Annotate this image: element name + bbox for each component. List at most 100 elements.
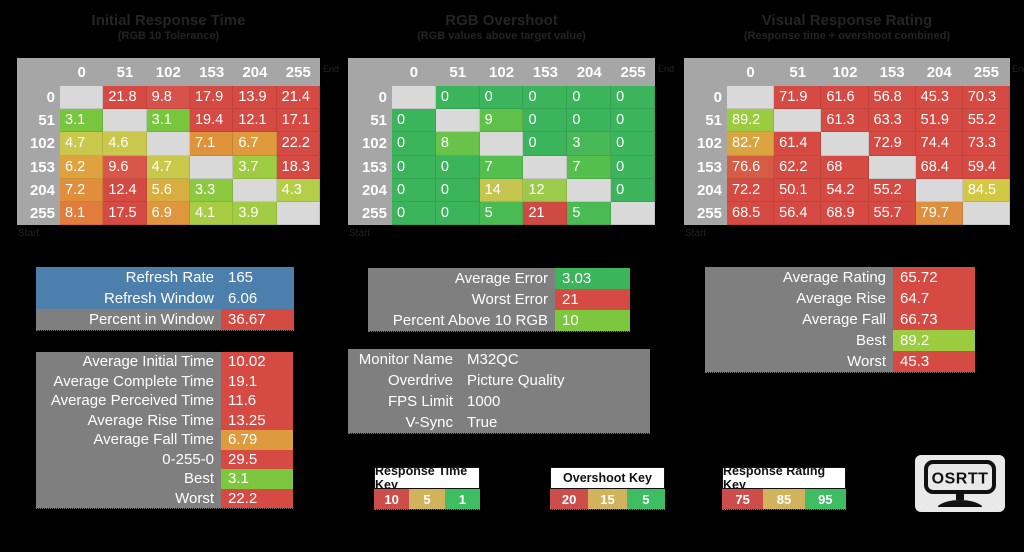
error-stats-block: Average Error 3.03 Worst Error 21 Percent Ab… [368,268,630,332]
key-threshold-cell: 85 [763,489,805,509]
col-header: 153 [199,63,225,81]
stat-value: 19.1 [221,371,293,391]
heatmap-cell: 0 [523,109,568,133]
table-title-overshoot: RGB Overshoot (RGB values above target v… [348,12,655,43]
row-header: 102 [696,135,722,153]
heatmap-cell: 55.7 [868,201,916,226]
monitor-info-block: Monitor Name M32QC Overdrive Picture Qualit… [348,349,650,434]
svg-text:OSRTT: OSRTT [932,471,989,488]
stat-row: Average Rise Time 13.25 [36,410,293,430]
row-header: 153 [696,158,722,176]
stat-row: Best 3.1 [36,469,293,489]
heatmap-cell: 17.5 [103,201,147,226]
stat-row: Percent Above 10 RGB 10 [368,310,630,331]
average-times-block: Average Initial Time 10.02 Average Complet… [36,352,293,509]
axis-label-start: Start [18,228,40,239]
key-threshold-cell: 75 [722,489,764,509]
heatmap-cell: 0 [392,155,436,179]
heatmap-cell [233,178,277,202]
row-header: 0 [46,89,55,107]
response-rating-key: Response Rating Key 75 85 95 [722,464,846,510]
col-header: 0 [409,63,419,81]
heatmap-cell [392,86,436,110]
key-cells: 10 5 1 [374,489,480,509]
key-threshold-cell: 95 [804,489,846,509]
monitor-icon: OSRTT [915,455,1005,512]
heatmap-cell: 6.2 [60,155,104,179]
heatmap-cell: 54.2 [821,178,869,202]
overshoot-key: Overshoot Key 20 15 5 [550,467,665,510]
heatmap-cell: 6.9 [146,201,190,226]
heatmap-cell: 9.6 [103,155,147,179]
stat-row: Average Error 3.03 [368,268,630,289]
stat-value: 66.73 [893,309,975,330]
heatmap-cell: 8.1 [60,201,104,226]
heatmap-cell: 0 [435,86,480,110]
heatmap-cell: 3.1 [146,109,190,133]
row-header: 0 [713,89,722,107]
heatmap-cell: 7.1 [189,132,234,156]
stat-label: Average Initial Time [36,352,221,372]
stat-row: Best 89.2 [705,330,975,351]
key-title: Overshoot Key [550,467,665,489]
rating-stats-block: Average Rating 65.72 Average Rise 64.7 Avera… [705,267,975,373]
heatmap-cell: 17.9 [189,86,234,110]
row-header: 51 [38,112,55,130]
stat-row: 0-255-0 29.5 [36,449,293,469]
key-threshold-cell: 15 [588,489,627,509]
heatmap-cell: 61.6 [821,86,869,110]
axis-label-end: End [323,64,340,74]
stat-value: 64.7 [893,288,975,309]
title-text: RGB Overshoot [445,12,558,29]
stat-label: Worst [36,488,221,508]
heatmap-cell: 4.3 [276,178,320,202]
heatmap-cell [774,109,822,133]
stat-value: 10 [555,310,630,331]
stat-row: Worst Error 21 [368,289,630,310]
heatmap-cell: 3 [567,132,612,156]
heatmap-cell: 4.7 [146,155,190,179]
heatmap-cell: 22.2 [276,132,320,156]
heatmap-cell [727,86,775,110]
heatmap-cell [479,132,524,156]
heatmap-cell: 4.6 [103,132,147,156]
stat-label: 0-255-0 [36,449,221,469]
row-header: 102 [29,135,55,153]
stat-value: 89.2 [893,330,975,351]
heatmap-cell: 68.9 [821,201,869,226]
heatmap-cell [915,178,963,202]
heatmap-cell: 12.4 [103,178,147,202]
stat-label: Refresh Rate [36,267,221,288]
table-title-rating: Visual Response Rating (Response time + … [684,12,1010,43]
heatmap-cell [567,178,612,202]
heatmap-cell: 9 [479,109,524,133]
axis-label-start: Start [685,228,707,239]
stat-row: Overdrive Picture Quality [348,370,650,391]
response-time-key: Response Time Key 10 5 1 [374,464,480,510]
stat-label: Average Fall [705,309,893,330]
subtitle-text: (RGB values above target value) [417,30,586,42]
stat-row: Average Perceived Time 11.6 [36,391,293,411]
stat-row: Refresh Window 6.06 [36,288,294,309]
heatmap-cell: 3.1 [60,109,104,133]
stat-value: 3.1 [221,469,293,489]
row-header: 102 [361,135,387,153]
key-threshold-cell: 5 [626,489,665,509]
heatmap-cell: 0 [611,86,655,110]
key-cells: 75 85 95 [722,489,846,509]
heatmap-cell: 21 [523,201,568,226]
stat-label: Worst [705,351,893,372]
col-header: 51 [789,63,807,81]
row-header: 204 [361,181,387,199]
heatmap-cell: 3.3 [189,178,234,202]
heatmap-cell: 0 [567,86,612,110]
heatmap-cell [60,86,104,110]
stat-value: 45.3 [893,351,975,372]
stat-value: 3.03 [555,268,630,289]
heatmap-cell: 82.7 [727,132,775,156]
stat-label: Best [36,469,221,489]
heatmap-cell: 76.6 [727,155,775,179]
heatmap-cell: 0 [392,201,436,226]
stat-label: Average Complete Time [36,371,221,391]
